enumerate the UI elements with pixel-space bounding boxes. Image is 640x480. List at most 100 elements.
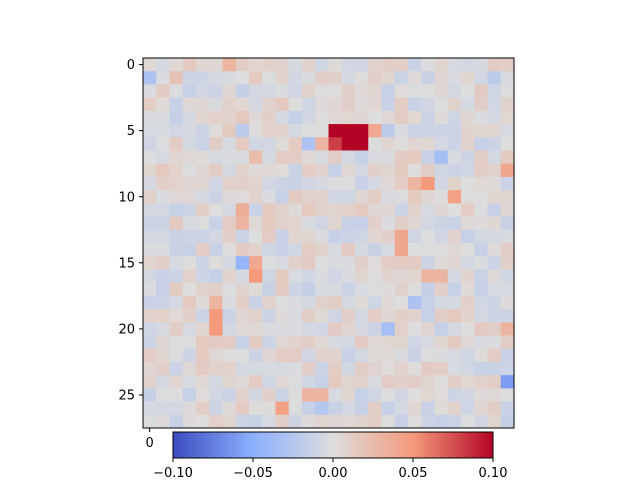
heatmap-cell [235, 348, 250, 363]
heatmap-cell [182, 361, 197, 376]
heatmap-cell [143, 150, 157, 165]
heatmap-cell [262, 282, 276, 297]
heatmap-cell [408, 137, 422, 151]
heatmap-cell [474, 150, 488, 165]
heatmap-cell [355, 388, 369, 402]
heatmap-cell [434, 124, 449, 138]
heatmap-cell [182, 348, 197, 363]
heatmap-cell [182, 124, 197, 138]
colorbar-tick-label: 0.00 [319, 466, 348, 480]
heatmap-cell [434, 322, 449, 336]
heatmap-cell [143, 282, 157, 297]
heatmap-cell [209, 110, 223, 125]
heatmap-cell [235, 309, 250, 323]
heatmap-cell [434, 243, 449, 257]
heatmap-cell [143, 414, 157, 429]
heatmap-cell [302, 414, 316, 429]
heatmap-cell [156, 361, 170, 376]
heatmap-cell [447, 176, 462, 191]
heatmap-cell [315, 176, 329, 191]
heatmap-cell [302, 295, 316, 310]
heatmap-cell [341, 97, 356, 112]
heatmap-cell [143, 163, 157, 178]
heatmap-cell [381, 309, 396, 323]
heatmap-cell [474, 110, 488, 125]
heatmap-cell [315, 58, 329, 72]
heatmap-cell [275, 269, 290, 283]
heatmap-cell [434, 229, 449, 244]
heatmap-cell [381, 110, 396, 125]
heatmap-cell [235, 361, 250, 376]
heatmap-cell [222, 256, 237, 270]
heatmap-cell [447, 295, 462, 310]
heatmap-cell [196, 137, 210, 151]
heatmap-cell [500, 84, 515, 98]
heatmap-cell [328, 243, 343, 257]
heatmap-cell [249, 137, 263, 151]
heatmap-cell [487, 388, 502, 402]
heatmap-cell [461, 295, 475, 310]
heatmap-cell [249, 401, 263, 416]
heatmap-cell [169, 97, 184, 112]
heatmap-cell [302, 58, 316, 72]
heatmap-cell [474, 335, 488, 350]
heatmap-cell [156, 58, 170, 72]
heatmap-cell [222, 269, 237, 283]
heatmap-cell [143, 110, 157, 125]
heatmap-cell [447, 58, 462, 72]
heatmap-cell [169, 348, 184, 363]
heatmap-cell [341, 269, 356, 283]
heatmap-cell [500, 282, 515, 297]
heatmap-cell [394, 58, 409, 72]
heatmap-cell [447, 216, 462, 231]
heatmap-cell [328, 322, 343, 336]
heatmap-cell [474, 269, 488, 283]
heatmap-cell [394, 190, 409, 204]
heatmap-cell [368, 269, 382, 283]
heatmap-cell [262, 71, 276, 85]
y-axis: 0 5 10 15 20 25 [118, 58, 143, 403]
heatmap-cell [182, 216, 197, 231]
heatmap-cell [249, 97, 263, 112]
heatmap-cell [209, 243, 223, 257]
heatmap-cell [434, 282, 449, 297]
heatmap-cell [341, 163, 356, 178]
heatmap-cell [394, 309, 409, 323]
heatmap-cell [434, 256, 449, 270]
heatmap-cell [275, 414, 290, 429]
heatmap-cell [381, 243, 396, 257]
heatmap-cell [381, 203, 396, 217]
heatmap-cell [328, 361, 343, 376]
heatmap-cell [169, 322, 184, 336]
heatmap-cell [275, 322, 290, 336]
heatmap-cell [394, 97, 409, 112]
heatmap-cell [408, 110, 422, 125]
heatmap-cell [182, 243, 197, 257]
heatmap-cell [275, 388, 290, 402]
heatmap-cell [169, 124, 184, 138]
heatmap-cell [421, 335, 435, 350]
heatmap-cell [209, 190, 223, 204]
heatmap-cell [302, 388, 316, 402]
heatmap-cell [461, 361, 475, 376]
heatmap-cell [341, 322, 356, 336]
heatmap-cell [249, 375, 263, 389]
heatmap-cell [182, 137, 197, 151]
heatmap-cell [355, 401, 369, 416]
heatmap-cell [196, 322, 210, 336]
heatmap-cell [262, 401, 276, 416]
heatmap-cell [156, 282, 170, 297]
heatmap-cell [302, 309, 316, 323]
heatmap-cell [434, 58, 449, 72]
heatmap-cell [355, 335, 369, 350]
heatmap-cell [315, 256, 329, 270]
heatmap-cell [222, 401, 237, 416]
heatmap-cell [209, 150, 223, 165]
heatmap-cell [169, 309, 184, 323]
heatmap-cell [209, 176, 223, 191]
heatmap-cell [461, 229, 475, 244]
heatmap-cell [182, 295, 197, 310]
heatmap-cell [461, 282, 475, 297]
heatmap-cell [315, 84, 329, 98]
heatmap-cell [421, 348, 435, 363]
